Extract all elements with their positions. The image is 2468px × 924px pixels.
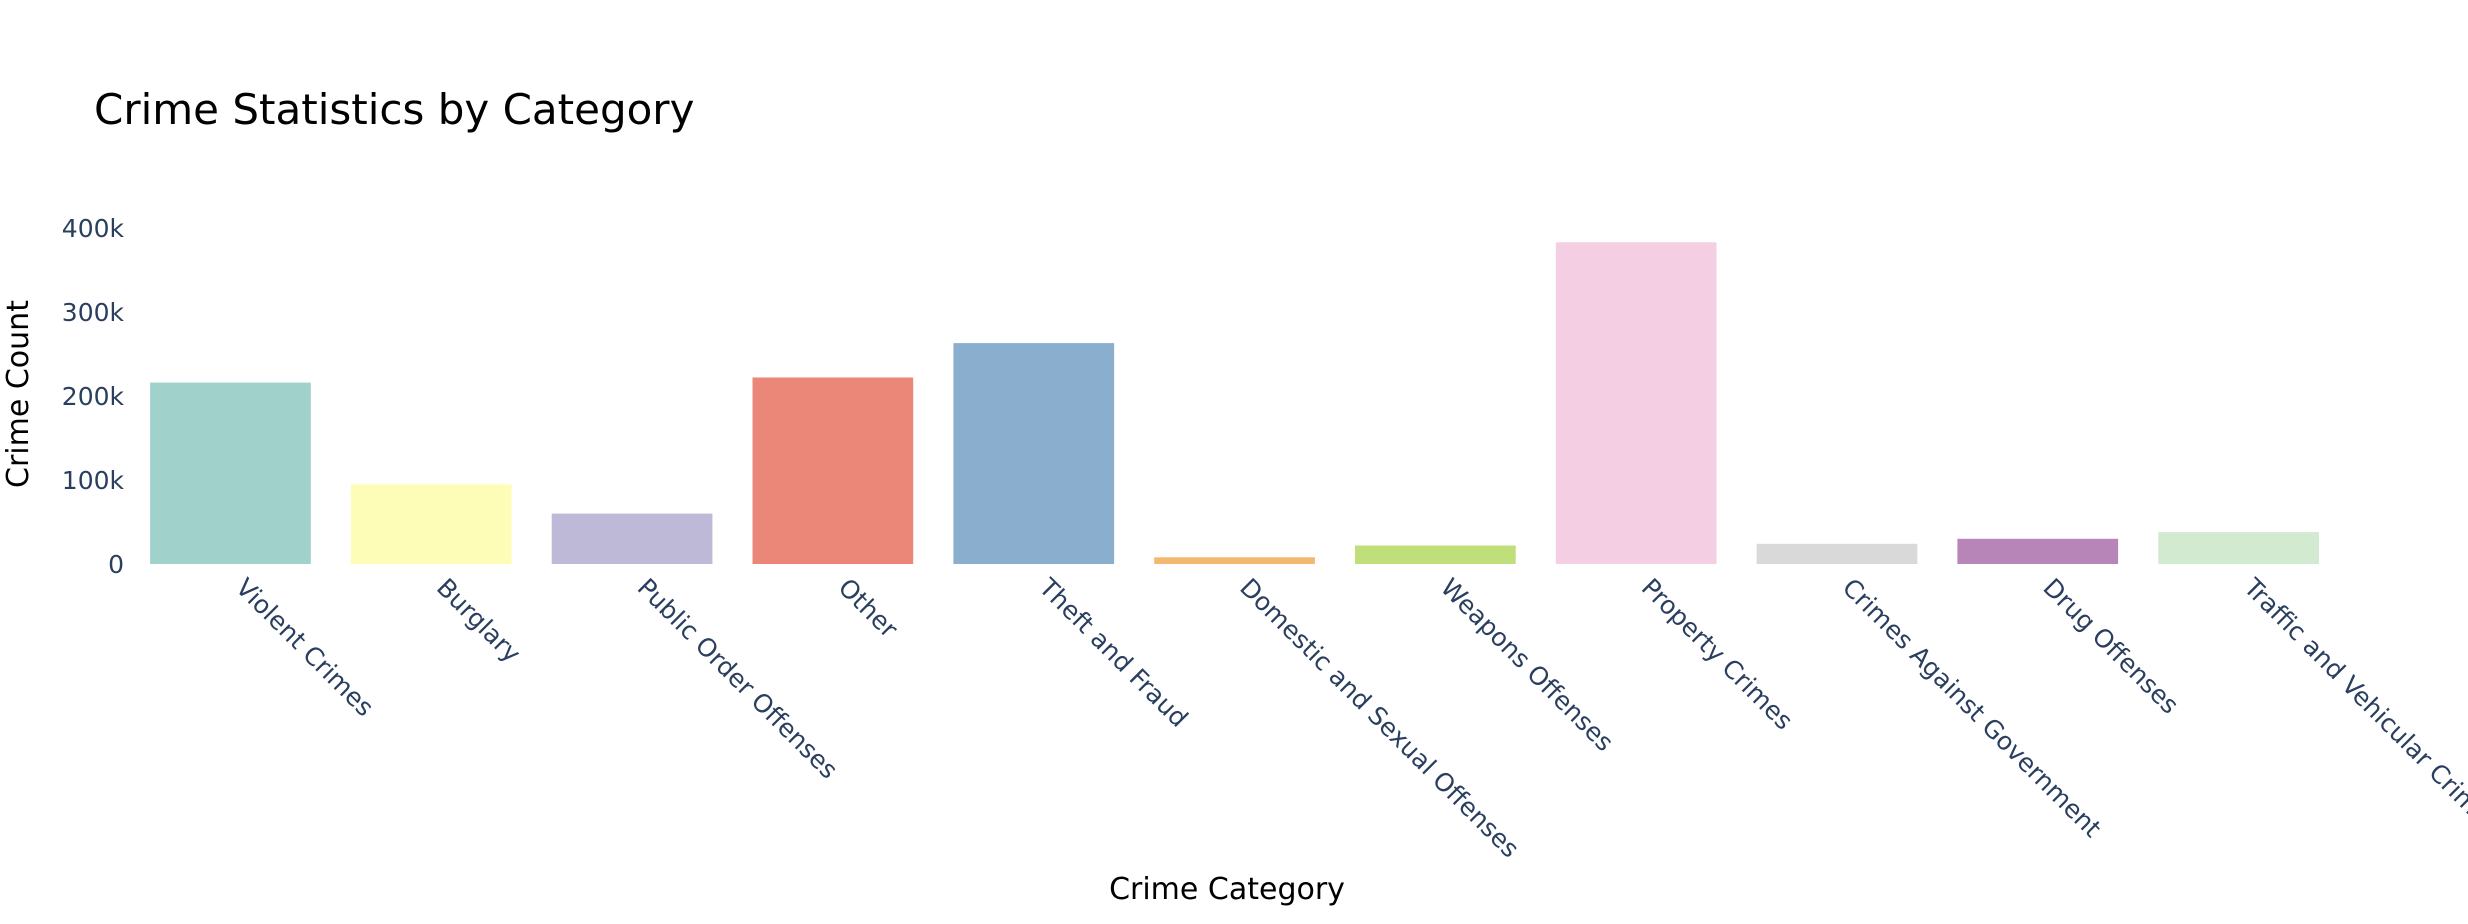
bar[interactable] — [953, 343, 1115, 564]
bar[interactable] — [1154, 557, 1315, 564]
x-axis-title: Crime Category — [1109, 872, 1345, 907]
y-axis-ticks: 0 100k 200k 300k 400k — [62, 214, 125, 579]
y-tick-label: 300k — [62, 298, 125, 327]
bar[interactable] — [551, 513, 713, 564]
y-tick-label: 400k — [62, 214, 125, 243]
bar[interactable] — [1756, 543, 1918, 564]
bar[interactable] — [1957, 538, 2119, 564]
bar[interactable] — [150, 382, 311, 564]
bar[interactable] — [1555, 242, 1717, 565]
chart-title: Crime Statistics by Category — [94, 85, 694, 134]
y-axis-title: Crime Count — [1, 300, 36, 488]
bar[interactable] — [2158, 532, 2319, 564]
bar[interactable] — [1355, 545, 1516, 565]
y-tick-label: 100k — [62, 466, 125, 495]
y-tick-label: 200k — [62, 382, 125, 411]
bar[interactable] — [752, 377, 914, 565]
bar-series — [150, 242, 2319, 565]
bar[interactable] — [350, 484, 512, 564]
y-tick-label: 0 — [108, 550, 124, 579]
